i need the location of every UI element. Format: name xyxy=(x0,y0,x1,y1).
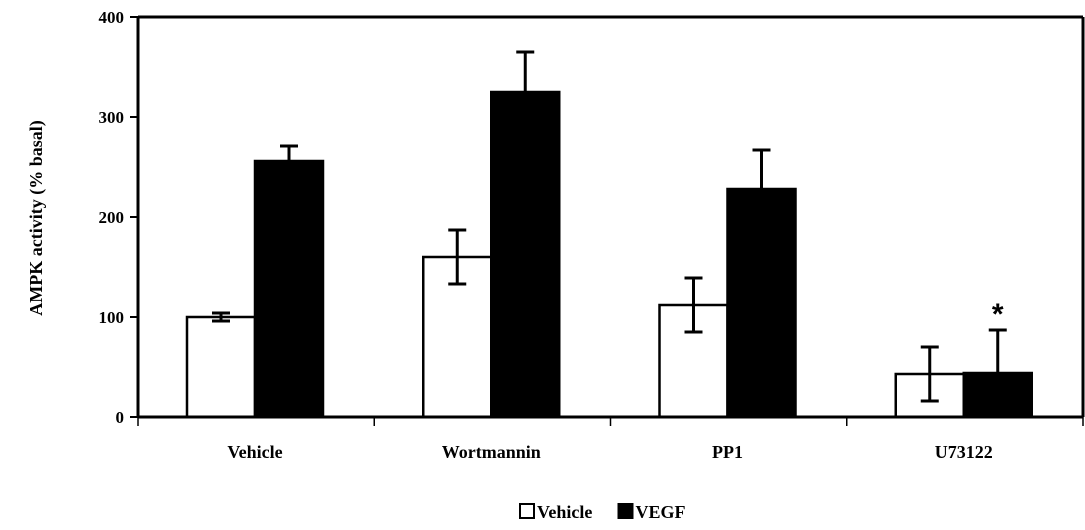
bar-vegf-u73122 xyxy=(962,371,1033,419)
x-tick-label: U73122 xyxy=(935,442,993,462)
y-tick-label: 300 xyxy=(99,108,125,127)
bar-vegf-vehicle xyxy=(253,159,325,419)
plot-area: 0 100 200 300 400 Vehicle Wortmannin PP1 U73122 * xyxy=(99,8,1085,462)
significance-marker: * xyxy=(992,298,1004,331)
x-tick-label: Wortmannin xyxy=(442,442,541,462)
y-tick-label: 0 xyxy=(116,408,125,427)
y-tick-label: 100 xyxy=(99,308,125,327)
legend-label-vegf: VEGF xyxy=(636,502,686,522)
x-tick-label: PP1 xyxy=(712,442,743,462)
y-axis-title-group: AMPK activity (% basal) xyxy=(26,120,47,315)
y-axis-title: AMPK activity (% basal) xyxy=(26,120,47,315)
y-tick-label: 400 xyxy=(99,8,125,27)
legend-label-vehicle: Vehicle xyxy=(537,502,592,522)
bar-vehicle-vehicle xyxy=(185,315,257,419)
legend-swatch-vegf xyxy=(617,503,634,519)
legend-swatch-vehicle xyxy=(519,503,535,519)
x-tick-label: Vehicle xyxy=(227,442,282,462)
y-tick-label: 200 xyxy=(99,208,125,227)
bar-vegf-wortmannin xyxy=(490,90,561,419)
legend: Vehicle VEGF xyxy=(519,502,686,522)
bar-vegf-pp1 xyxy=(726,187,797,419)
